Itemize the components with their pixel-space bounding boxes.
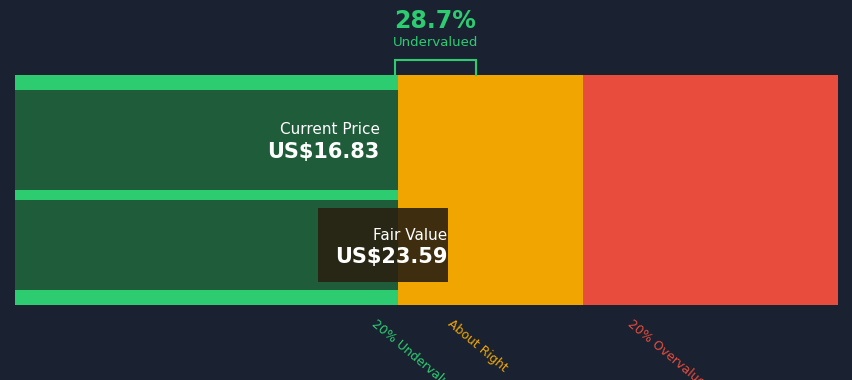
Bar [15,90,397,190]
Bar [317,208,447,282]
Text: About Right: About Right [445,317,509,374]
Text: 28.7%: 28.7% [394,9,475,33]
Bar [15,200,397,290]
Text: US$16.83: US$16.83 [268,142,379,162]
Text: Undervalued: Undervalued [392,36,477,49]
Bar [397,75,582,305]
Text: Current Price: Current Price [279,122,379,138]
Bar [15,75,397,305]
Text: Fair Value: Fair Value [373,228,447,242]
Bar [582,75,837,305]
Text: 20% Overvalued: 20% Overvalued [625,317,713,380]
Text: 20% Undervalued: 20% Undervalued [369,317,463,380]
Text: US$23.59: US$23.59 [335,247,447,267]
